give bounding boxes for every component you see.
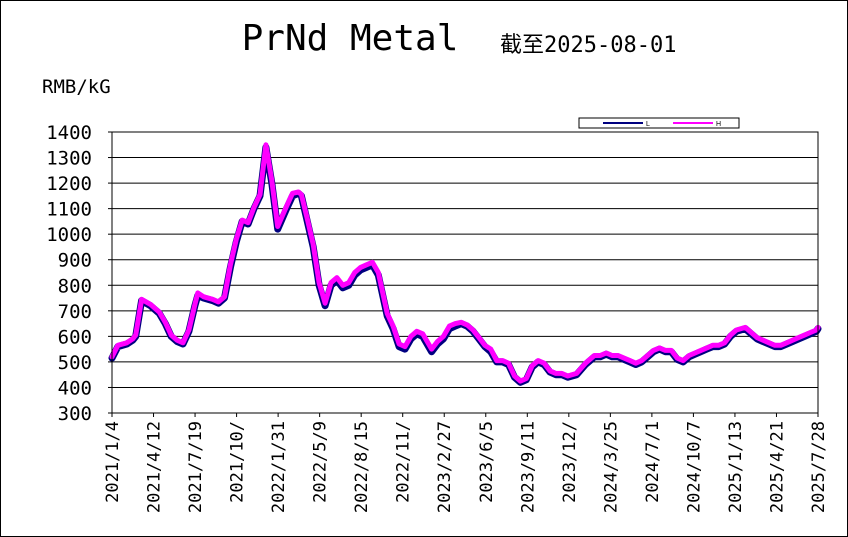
y-tick-label: 900 <box>58 250 92 272</box>
y-tick-label: 1200 <box>46 173 92 195</box>
x-tick-label: 2021/7/19 <box>186 421 206 513</box>
y-tick-label: 1400 <box>46 122 92 144</box>
x-tick-label: 2023/9/11 <box>518 421 538 513</box>
y-tick-label: 1100 <box>46 199 92 221</box>
legend-label-l: L <box>646 121 650 128</box>
y-axis-unit: RMB/kG <box>42 76 111 98</box>
y-tick-label: 1000 <box>46 224 92 246</box>
legend: L H <box>578 117 740 129</box>
y-tick-label: 600 <box>58 326 92 348</box>
x-tick-label: 2025/7/28 <box>809 421 829 513</box>
x-tick-label: 2022/8/15 <box>352 421 372 513</box>
chart-title: PrNd Metal <box>242 18 459 59</box>
series-lines <box>108 142 822 386</box>
plot-area <box>112 132 818 413</box>
x-tick-label: 2024/3/25 <box>601 421 621 513</box>
y-tick-label: 800 <box>58 275 92 297</box>
y-tick-label: 400 <box>58 377 92 399</box>
x-tick-label: 2022/5/9 <box>311 421 331 503</box>
y-tick-label: 700 <box>58 301 92 323</box>
x-tick-label: 2022/1/31 <box>269 421 289 513</box>
series-line-h <box>109 142 821 384</box>
chart-subtitle: 截至2025-08-01 <box>500 33 676 58</box>
x-tick-labels: 2021/1/4 2021/4/12 2021/7/19 2021/10/2022/1… <box>103 421 829 513</box>
x-tick-label: 2021/1/4 <box>103 421 123 503</box>
y-tick-label: 500 <box>58 352 92 374</box>
x-tick-label: 2024/7/1 <box>643 421 663 503</box>
x-tick-label: 2024/10/7 <box>684 421 704 513</box>
y-tick-label: 1300 <box>46 148 92 170</box>
x-tick-label: 2021/10/ <box>228 421 248 503</box>
x-tick-label: 2021/4/12 <box>145 421 165 513</box>
y-tick-labels: 300 400 500 600 700 800 900 1000 1100 1200 1300 140… <box>46 122 92 425</box>
x-tick-label: 2022/11/ <box>394 421 414 503</box>
plot-border <box>111 131 819 414</box>
x-tick-label: 2025/4/21 <box>767 421 787 513</box>
x-tick-label: 2023/6/5 <box>477 421 497 503</box>
x-tick-label: 2025/1/13 <box>726 421 746 513</box>
x-tick-label: 2023/2/27 <box>435 421 455 513</box>
y-tick-label: 300 <box>58 403 92 425</box>
legend-box <box>578 117 740 129</box>
x-tick-label: 2023/12/ <box>560 421 580 503</box>
legend-label-h: H <box>716 121 721 128</box>
